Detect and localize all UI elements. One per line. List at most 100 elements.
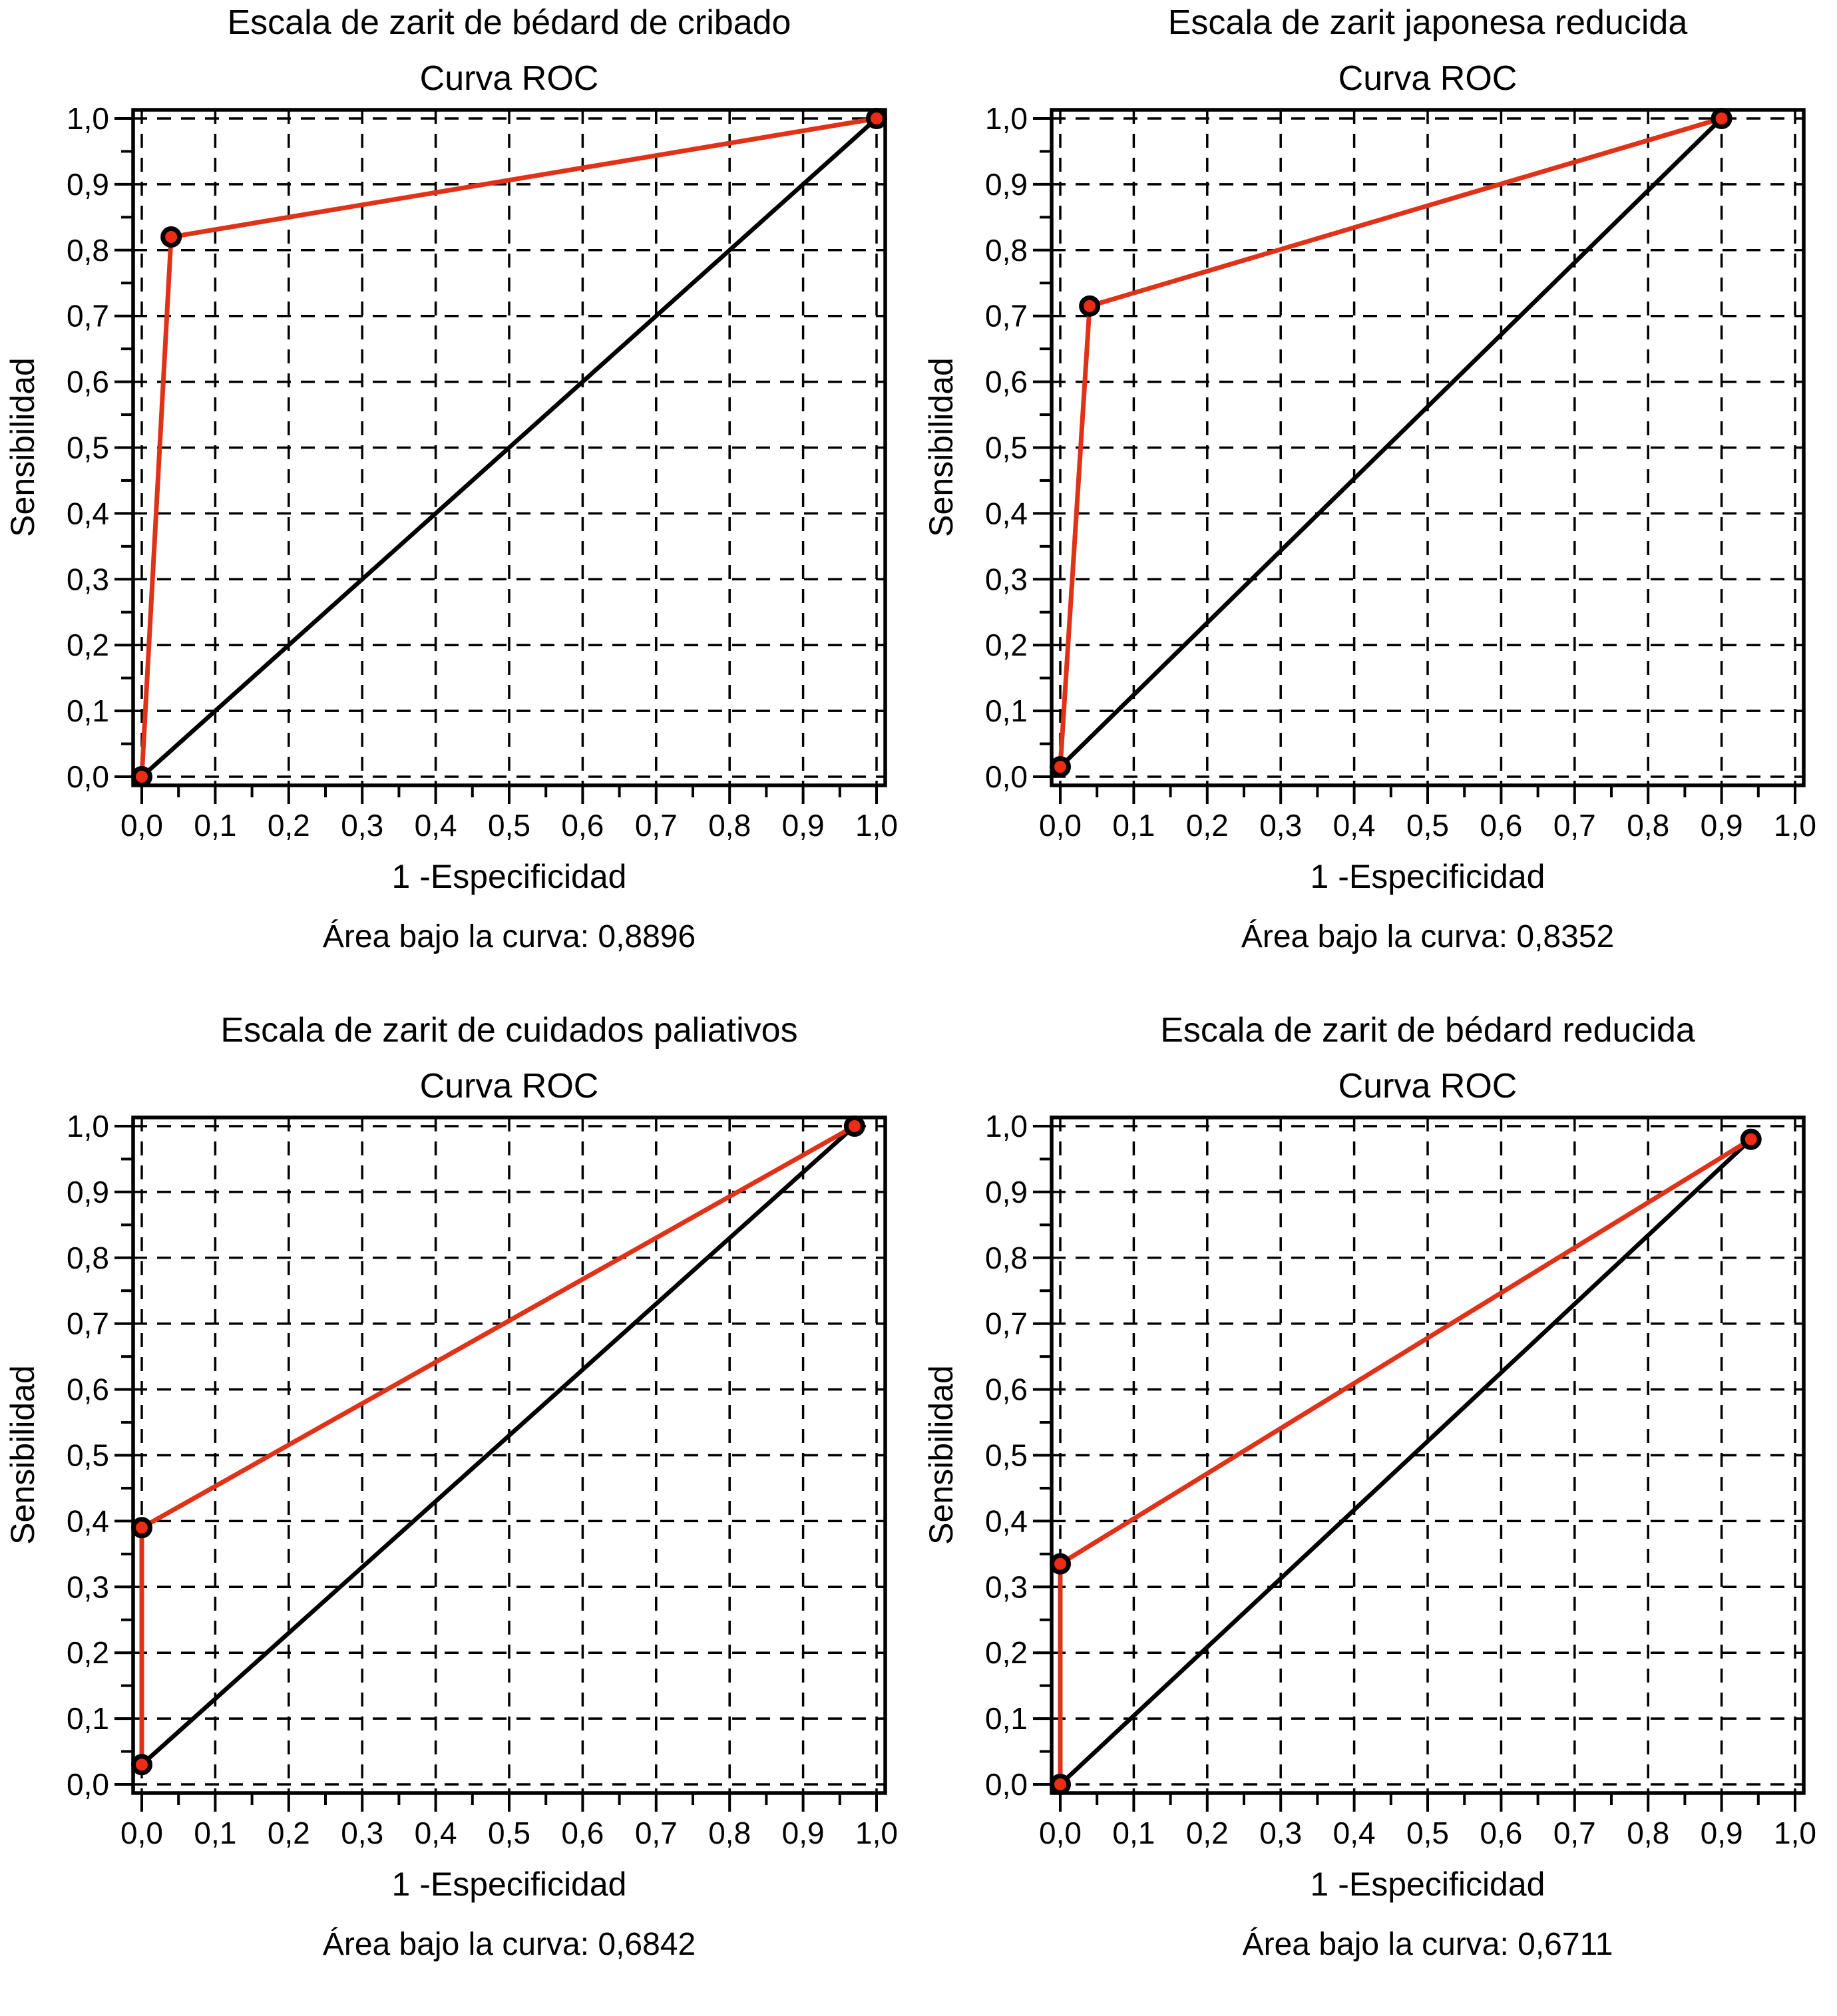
svg-text:0,8: 0,8 (708, 1816, 751, 1850)
data-point (843, 1115, 865, 1137)
panel-japonesa-reducida: Escala de zarit japonesa reducida Curva … (918, 0, 1837, 1008)
x-tick-labels: 0,0 0,1 0,2 0,3 0,4 0,5 0,6 0,7 0,8 0,9 1,0 (1039, 808, 1816, 843)
reference-line (1058, 116, 1724, 769)
svg-text:0,4: 0,4 (985, 496, 1028, 530)
svg-text:0,7: 0,7 (635, 808, 678, 843)
panel-cuidados-paliativos: Escala de zarit de cuidados paliativos C… (0, 1008, 918, 2015)
svg-text:0,6: 0,6 (67, 1372, 109, 1407)
svg-text:0,5: 0,5 (1406, 808, 1449, 843)
svg-text:0,1: 0,1 (1112, 1816, 1155, 1850)
svg-text:1,0: 1,0 (67, 1109, 109, 1143)
svg-text:0,9: 0,9 (782, 808, 825, 843)
svg-text:0,3: 0,3 (1259, 1816, 1302, 1850)
chart-subtitle: Curva ROC (419, 59, 599, 98)
roc-plot: 0,0 0,1 0,2 0,3 0,4 0,5 0,6 0,7 0,8 0,9 1,00,00,10… (985, 1109, 1816, 1850)
data-point (1050, 756, 1071, 778)
svg-text:0,6: 0,6 (1480, 808, 1522, 843)
svg-text:0,1: 0,1 (985, 1701, 1028, 1736)
svg-text:1,0: 1,0 (1774, 808, 1816, 843)
svg-text:0,3: 0,3 (985, 1569, 1028, 1604)
svg-text:0,8: 0,8 (67, 233, 109, 268)
svg-text:0,6: 0,6 (985, 1372, 1028, 1407)
svg-text:0,2: 0,2 (268, 808, 310, 843)
x-tick-labels: 0,0 0,1 0,2 0,3 0,4 0,5 0,6 0,7 0,8 0,9 1,0 (1039, 1816, 1816, 1850)
chart-title: Escala de zarit de cuidados paliativos (220, 1011, 798, 1050)
svg-text:0,7: 0,7 (635, 1816, 678, 1850)
svg-text:0,7: 0,7 (67, 299, 109, 333)
svg-text:0,0: 0,0 (985, 1767, 1028, 1802)
panel-bedard-reducida: Escala de zarit de bédard reducida Curva… (918, 1008, 1837, 2015)
svg-text:0,2: 0,2 (985, 1635, 1028, 1670)
svg-text:0,3: 0,3 (1259, 808, 1302, 843)
svg-text:0,4: 0,4 (1333, 1816, 1376, 1850)
svg-text:0,1: 0,1 (985, 694, 1028, 728)
data-points (1050, 1128, 1762, 1795)
axis-ticks (1033, 117, 1796, 804)
auc-label: Área bajo la curva: 0,6711 (1242, 1927, 1613, 1962)
roc-plot: 0,0 0,1 0,2 0,3 0,4 0,5 0,6 0,7 0,8 0,9 1,00,00,10… (985, 101, 1816, 843)
svg-text:0,0: 0,0 (1039, 808, 1082, 843)
svg-text:1,0: 1,0 (985, 1109, 1028, 1143)
svg-text:0,0: 0,0 (67, 759, 109, 794)
svg-text:0,8: 0,8 (1627, 1816, 1669, 1850)
roc-plot: 0,0 0,1 0,2 0,3 0,4 0,5 0,6 0,7 0,8 0,9 1,00,00,10… (67, 1109, 898, 1850)
data-point (160, 226, 182, 248)
data-points (131, 1115, 865, 1776)
svg-text:0,4: 0,4 (985, 1504, 1028, 1538)
reference-line (139, 1123, 857, 1767)
svg-text:0,2: 0,2 (268, 1816, 310, 1850)
svg-text:0,5: 0,5 (488, 808, 530, 843)
plot-frame (131, 1115, 887, 1795)
svg-text:1,0: 1,0 (67, 101, 109, 136)
svg-text:1,0: 1,0 (855, 808, 898, 843)
data-point (1711, 108, 1733, 129)
svg-text:0,9: 0,9 (782, 1816, 825, 1850)
data-point (131, 766, 152, 787)
auc-label: Área bajo la curva: 0,8896 (322, 919, 696, 954)
gridlines (1052, 110, 1804, 785)
chart-subtitle: Curva ROC (1338, 59, 1518, 98)
svg-text:0,2: 0,2 (1186, 808, 1229, 843)
svg-text:0,2: 0,2 (67, 1635, 109, 1670)
auc-label: Área bajo la curva: 0,6842 (322, 1927, 696, 1962)
svg-text:0,3: 0,3 (341, 808, 383, 843)
svg-text:0,3: 0,3 (67, 562, 109, 596)
svg-text:0,6: 0,6 (561, 808, 604, 843)
axis-ticks (114, 1125, 878, 1812)
svg-text:0,5: 0,5 (67, 1438, 109, 1473)
svg-text:0,1: 0,1 (67, 694, 109, 728)
svg-text:0,1: 0,1 (194, 808, 236, 843)
svg-text:0,2: 0,2 (67, 628, 109, 662)
data-point (131, 1517, 152, 1539)
svg-text:0,6: 0,6 (1480, 1816, 1522, 1850)
data-point (131, 1754, 152, 1776)
svg-text:0,8: 0,8 (708, 808, 751, 843)
svg-text:0,7: 0,7 (1553, 1816, 1596, 1850)
svg-text:0,9: 0,9 (1701, 808, 1743, 843)
data-point (1740, 1128, 1762, 1150)
data-points (1050, 108, 1733, 778)
svg-text:0,4: 0,4 (415, 808, 457, 843)
svg-text:0,4: 0,4 (1333, 808, 1376, 843)
x-axis-title: 1 -Especificidad (391, 858, 627, 895)
svg-text:0,3: 0,3 (67, 1569, 109, 1604)
data-point (1050, 1553, 1071, 1575)
svg-text:0,9: 0,9 (1701, 1816, 1743, 1850)
chart-title: Escala de zarit de bédard reducida (1160, 1011, 1695, 1050)
svg-text:0,4: 0,4 (67, 1504, 109, 1538)
svg-text:0,5: 0,5 (985, 431, 1028, 465)
svg-text:0,8: 0,8 (67, 1241, 109, 1275)
chart-title: Escala de zarit japonesa reducida (1167, 3, 1688, 42)
axis-ticks (1033, 1125, 1796, 1812)
x-tick-labels: 0,0 0,1 0,2 0,3 0,4 0,5 0,6 0,7 0,8 0,9 1,0 (120, 808, 898, 843)
plot-frame (131, 108, 887, 787)
y-tick-labels: 0,0 0,1 0,2 0,3 0,4 0,5 0,6 0,7 0,8 0,9 1,0 (67, 101, 109, 794)
svg-text:0,8: 0,8 (985, 1241, 1028, 1275)
gridlines (1052, 1117, 1804, 1793)
data-points (131, 108, 887, 787)
y-tick-labels: 0,0 0,1 0,2 0,3 0,4 0,5 0,6 0,7 0,8 0,9 1,0 (985, 1109, 1028, 1802)
x-tick-labels: 0,0 0,1 0,2 0,3 0,4 0,5 0,6 0,7 0,8 0,9 1,0 (120, 1816, 898, 1850)
svg-text:0,9: 0,9 (67, 1175, 109, 1209)
x-axis-title: 1 -Especificidad (1310, 1866, 1545, 1903)
reference-line (1058, 1137, 1754, 1787)
